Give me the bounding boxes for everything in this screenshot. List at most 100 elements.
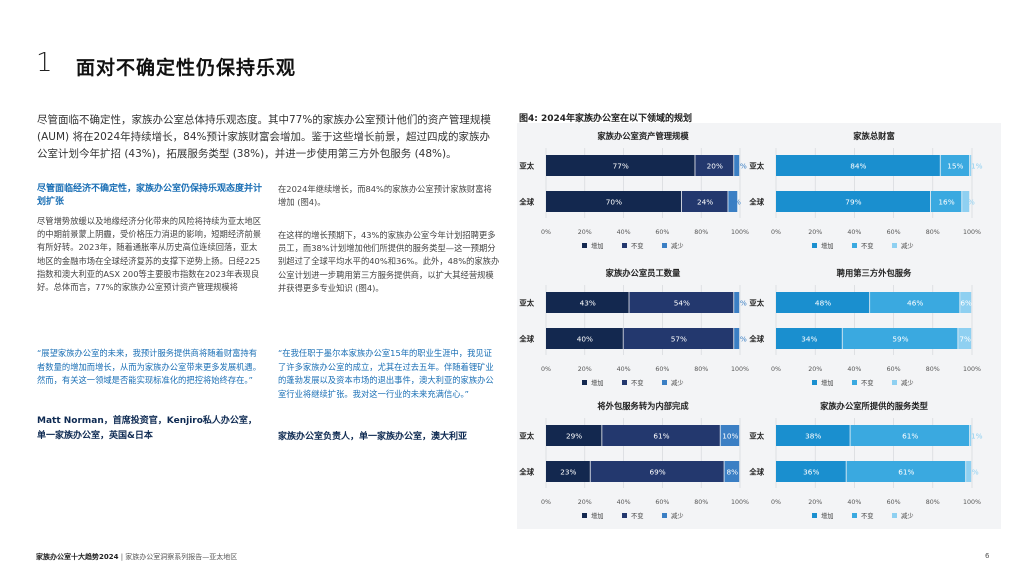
x-tick-label: 40% (847, 229, 861, 236)
mid-quote-attribution: 家族办公室负责人，单一家族办公室，澳大利亚 (278, 432, 468, 442)
x-tick-label: 100% (963, 366, 981, 373)
data-label: 38% (805, 432, 821, 441)
data-label: 6% (960, 299, 972, 308)
bar-segment (970, 155, 972, 176)
data-label: 4% (963, 198, 975, 207)
legend-label: 不变 (631, 511, 644, 520)
legend-swatch (662, 243, 667, 248)
data-label: 59% (892, 335, 908, 344)
legend-label: 减少 (671, 378, 684, 387)
bar-segment (846, 461, 966, 482)
page-number: 6 (985, 552, 990, 560)
x-tick-label: 40% (847, 366, 861, 373)
legend-swatch (892, 243, 897, 248)
x-tick-label: 80% (694, 229, 708, 236)
chart-title: 家族办公室所提供的服务类型 (820, 401, 929, 411)
data-label: 54% (674, 299, 690, 308)
x-tick-label: 80% (694, 499, 708, 506)
legend-label: 不变 (631, 241, 644, 250)
x-tick-label: 0% (541, 229, 551, 236)
category-label: 亚太 (519, 432, 534, 441)
chart-5: 将外包服务转为内部完成 0% 20% 40% 60% 80% 100% 亚太 29% 61% 10%… (518, 401, 749, 520)
legend-swatch (622, 513, 627, 518)
data-label: 1% (971, 162, 983, 171)
figure-panel: 家族办公室资产管理规模 0% 20% 40% 60% 80% 100% 亚太 77% 20% 3% 全… (517, 123, 1001, 529)
left-quote-attribution: Matt Norman，首席投资官，Kenjiro私人办公室，单一家族办公室，英… (37, 416, 257, 441)
x-tick-label: 0% (771, 499, 781, 506)
x-tick-label: 40% (617, 499, 631, 506)
x-tick-label: 40% (617, 366, 631, 373)
legend-label: 增加 (821, 378, 834, 387)
legend-label: 不变 (861, 378, 874, 387)
page-title: 面对不确定性仍保持乐观 (76, 57, 297, 79)
category-label: 亚太 (749, 162, 764, 171)
x-tick-label: 80% (926, 366, 940, 373)
chart-title: 家族办公室资产管理规模 (597, 131, 689, 141)
x-tick-label: 80% (694, 366, 708, 373)
data-label: 48% (815, 299, 831, 308)
footer-report-name: 家族办公室十大趋势2024 (36, 553, 119, 561)
bar-segment (776, 292, 870, 313)
bar-segment (966, 461, 972, 482)
x-tick-label: 100% (963, 499, 981, 506)
legend-swatch (892, 380, 897, 385)
bar-segment (724, 461, 740, 482)
bar-segment (546, 155, 695, 176)
legend-swatch (622, 380, 627, 385)
data-label: 10% (722, 432, 738, 441)
data-label: 84% (850, 162, 866, 171)
category-label: 全球 (748, 468, 764, 477)
legend-label: 减少 (901, 511, 914, 520)
data-label: 40% (577, 335, 593, 344)
x-tick-label: 80% (926, 229, 940, 236)
legend-label: 减少 (671, 241, 684, 250)
legend-swatch (582, 380, 587, 385)
bar-segment (728, 191, 738, 212)
bar-segment (776, 461, 846, 482)
x-tick-label: 60% (655, 499, 669, 506)
x-tick-label: 60% (887, 229, 901, 236)
bar-segment (958, 328, 972, 349)
legend-label: 不变 (631, 378, 644, 387)
bar-segment (629, 292, 734, 313)
bar-segment (734, 155, 740, 176)
bar-segment (590, 461, 724, 482)
bar-segment (734, 292, 740, 313)
legend-swatch (892, 513, 897, 518)
chart-title: 聘用第三方外包服务 (837, 268, 912, 278)
bar-segment (720, 425, 740, 446)
data-label: 69% (649, 468, 665, 477)
data-label: 61% (653, 432, 669, 441)
legend-label: 增加 (591, 378, 604, 387)
x-tick-label: 100% (731, 366, 749, 373)
mid-column-para1: 在2024年继续增长，而84%的家族办公室预计家族财富将增加 (图4)。 (278, 184, 492, 208)
category-label: 全球 (518, 335, 534, 344)
data-label: 3% (735, 335, 747, 344)
x-tick-label: 60% (655, 229, 669, 236)
legend-label: 不变 (861, 511, 874, 520)
legend-swatch (852, 243, 857, 248)
data-label: 61% (898, 468, 914, 477)
data-label: 23% (560, 468, 576, 477)
data-label: 46% (907, 299, 923, 308)
bar-segment (930, 191, 962, 212)
bar-segment (602, 425, 720, 446)
data-label: 8% (726, 468, 738, 477)
category-label: 全球 (518, 198, 534, 207)
intro-paragraph: 尽管面临不确定性，家族办公室总体持乐观态度。其中77%的家族办公室预计他们的资产… (37, 114, 491, 160)
x-tick-label: 20% (578, 366, 592, 373)
category-label: 亚太 (749, 432, 764, 441)
data-label: 24% (697, 198, 713, 207)
legend-label: 不变 (861, 241, 874, 250)
data-label: 3% (735, 299, 747, 308)
x-tick-label: 20% (808, 366, 822, 373)
chart-title: 家族办公室员工数量 (606, 268, 681, 278)
legend-swatch (852, 513, 857, 518)
bar-segment (623, 328, 734, 349)
chart-title: 家族总财富 (853, 131, 895, 141)
data-label: 70% (606, 198, 622, 207)
legend-label: 增加 (591, 511, 604, 520)
data-label: 61% (902, 432, 918, 441)
mid-column-para2: 在这样的增长预期下，43%的家族办公室今年计划招聘更多员工，而38%计划增加他们… (278, 230, 500, 293)
bar-segment (546, 292, 629, 313)
